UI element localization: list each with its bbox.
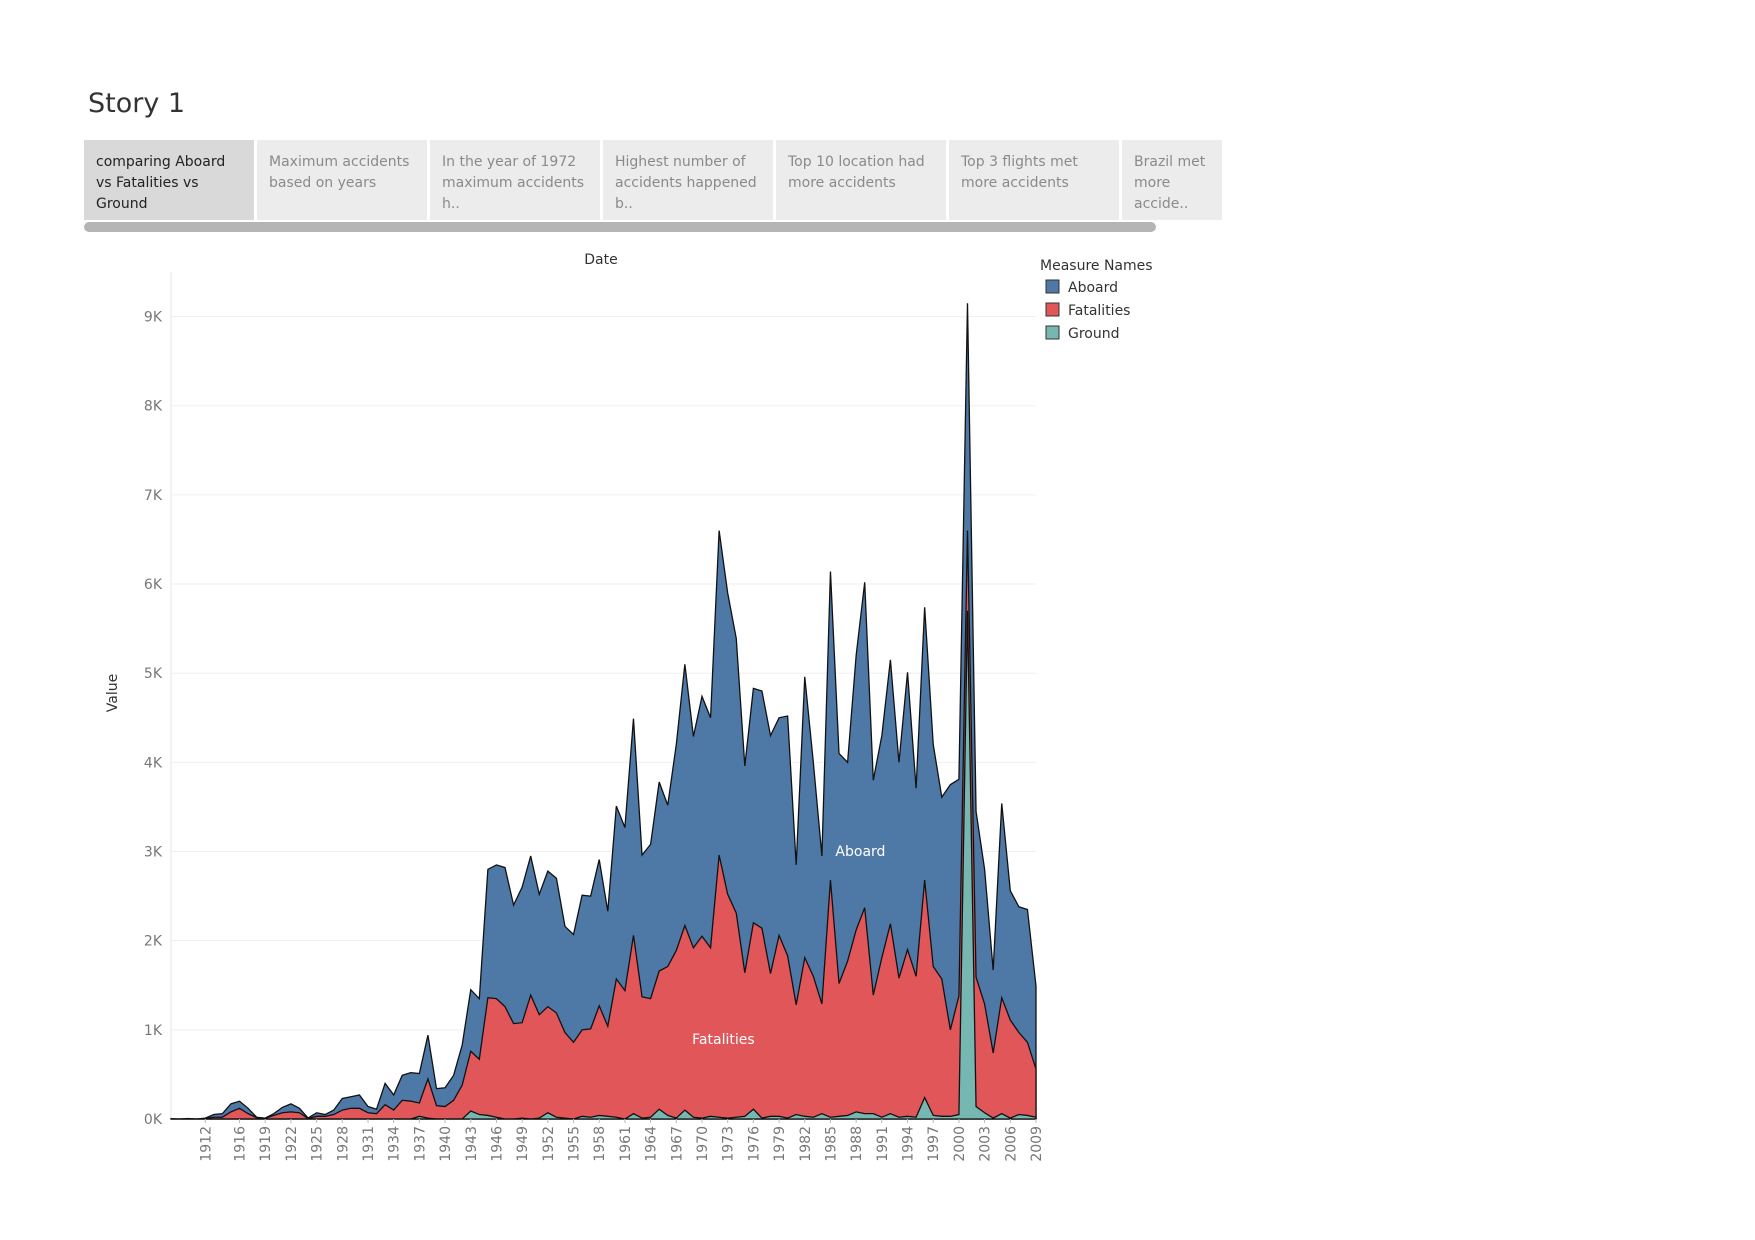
x-tick-label: 1982: [798, 1126, 814, 1162]
x-tick-label: 1976: [746, 1126, 762, 1162]
x-tick-label: 1994: [901, 1126, 917, 1162]
x-tick-label: 1934: [387, 1126, 403, 1162]
legend: Measure Names Aboard Fatalities Ground: [1040, 258, 1153, 342]
y-tick-label: 4K: [144, 755, 163, 771]
x-tick-label: 1997: [926, 1126, 942, 1162]
x-tick-label: 1961: [618, 1126, 634, 1162]
x-tick-label: 1912: [198, 1126, 214, 1162]
x-tick-label: 1928: [335, 1126, 351, 1162]
legend-label-aboard: Aboard: [1068, 280, 1118, 296]
x-tick-label: 1946: [489, 1126, 505, 1162]
x-tick-label: 1919: [258, 1126, 274, 1162]
area-fatalities: [170, 530, 1037, 1120]
story-tab-top-3-flights[interactable]: Top 3 flights met more accidents: [949, 140, 1119, 220]
y-tick-label: 0K: [144, 1112, 163, 1128]
legend-label-fatalities: Fatalities: [1068, 303, 1130, 319]
x-tick-label: 1979: [772, 1126, 788, 1162]
legend-swatch-fatalities: [1045, 302, 1060, 317]
x-tick-label: 1970: [695, 1126, 711, 1162]
y-axis-title: Value: [105, 674, 121, 712]
x-axis-title: Date: [584, 252, 617, 268]
area-aboard: [170, 303, 1037, 1120]
x-tick-label: 2003: [978, 1126, 994, 1162]
x-tick-label: 2006: [1003, 1126, 1019, 1162]
story-tabs: comparing Aboard vs Fatalities vs Ground…: [84, 140, 1222, 220]
story-tab-top-10-locations[interactable]: Top 10 location had more accidents: [776, 140, 946, 220]
x-tick-label: 1916: [233, 1126, 249, 1162]
x-tick-label: 1973: [721, 1126, 737, 1162]
x-tick-label: 1922: [284, 1126, 300, 1162]
y-tick-label: 3K: [144, 845, 163, 861]
x-tick-label: 1967: [669, 1126, 685, 1162]
x-tick-label: 1964: [644, 1126, 660, 1162]
x-tick-label: 2009: [1029, 1126, 1045, 1162]
y-tick-label: 7K: [144, 488, 163, 504]
x-tick-label: 1952: [541, 1126, 557, 1162]
x-tick-label: 1949: [515, 1126, 531, 1162]
x-tick-label: 1991: [875, 1126, 891, 1162]
story-tab-maximum-accidents[interactable]: Maximum accidents based on years: [257, 140, 427, 220]
x-tick-label: 1985: [823, 1126, 839, 1162]
x-tick-label: 1937: [412, 1126, 428, 1162]
area-label-fatalities: Fatalities: [692, 1032, 754, 1048]
y-tick-label: 1K: [144, 1023, 163, 1039]
area-label-aboard: Aboard: [835, 844, 885, 860]
legend-swatch-ground: [1045, 325, 1060, 340]
x-tick-label: 2000: [952, 1126, 968, 1162]
x-tick-label: 1931: [361, 1126, 377, 1162]
tabs-scrollbar[interactable]: [84, 222, 1156, 232]
story-tab-comparing[interactable]: comparing Aboard vs Fatalities vs Ground: [84, 140, 254, 220]
legend-label-ground: Ground: [1068, 326, 1120, 342]
x-tick-label: 1955: [567, 1126, 583, 1162]
y-tick-label: 9K: [144, 310, 163, 326]
legend-swatch-aboard: [1045, 279, 1060, 294]
x-tick-label: 1988: [849, 1126, 865, 1162]
y-tick-label: 5K: [144, 666, 163, 682]
y-tick-label: 8K: [144, 399, 163, 415]
story-tab-brazil[interactable]: Brazil met more accide..: [1122, 140, 1222, 220]
x-tick-label: 1925: [310, 1126, 326, 1162]
x-tick-label: 1940: [438, 1126, 454, 1162]
y-tick-label: 2K: [144, 934, 163, 950]
y-tick-label: 6K: [144, 577, 163, 593]
x-tick-label: 1958: [592, 1126, 608, 1162]
story-title: Story 1: [88, 88, 186, 119]
x-tick-label: 1943: [464, 1126, 480, 1162]
story-tab-year-1972[interactable]: In the year of 1972 maximum accidents h.…: [430, 140, 600, 220]
area-ground: [171, 610, 1037, 1120]
legend-title: Measure Names: [1040, 258, 1153, 274]
story-tab-highest-accidents[interactable]: Highest number of accidents happened b..: [603, 140, 773, 220]
